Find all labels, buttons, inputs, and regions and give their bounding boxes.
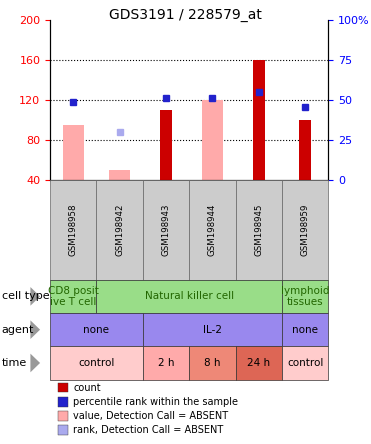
Text: GSM198944: GSM198944 (208, 203, 217, 256)
Text: time: time (2, 358, 27, 368)
Bar (299, 120, 311, 180)
Bar (63, 125, 84, 180)
Text: agent: agent (2, 325, 34, 335)
Bar (253, 60, 265, 180)
Text: lymphoid
tissues: lymphoid tissues (281, 285, 329, 307)
Text: rank, Detection Call = ABSENT: rank, Detection Call = ABSENT (73, 425, 224, 435)
Text: GSM198945: GSM198945 (254, 203, 263, 256)
Text: GSM198958: GSM198958 (69, 203, 78, 256)
Text: 2 h: 2 h (158, 358, 174, 368)
Text: percentile rank within the sample: percentile rank within the sample (73, 397, 239, 407)
Text: control: control (287, 358, 324, 368)
Text: none: none (292, 325, 318, 335)
Text: cell type: cell type (2, 291, 49, 301)
Text: GSM198959: GSM198959 (301, 204, 310, 256)
Text: GDS3191 / 228579_at: GDS3191 / 228579_at (109, 8, 262, 22)
Text: count: count (73, 383, 101, 392)
Text: control: control (78, 358, 115, 368)
Bar (160, 110, 172, 180)
Bar (202, 100, 223, 180)
Text: value, Detection Call = ABSENT: value, Detection Call = ABSENT (73, 411, 229, 421)
Text: CD8 posit
ive T cell: CD8 posit ive T cell (48, 285, 99, 307)
Text: Natural killer cell: Natural killer cell (145, 291, 234, 301)
Bar (109, 170, 130, 180)
Text: none: none (83, 325, 109, 335)
Text: 24 h: 24 h (247, 358, 270, 368)
Text: 8 h: 8 h (204, 358, 221, 368)
Text: GSM198942: GSM198942 (115, 203, 124, 256)
Text: GSM198943: GSM198943 (161, 203, 171, 256)
Text: IL-2: IL-2 (203, 325, 222, 335)
